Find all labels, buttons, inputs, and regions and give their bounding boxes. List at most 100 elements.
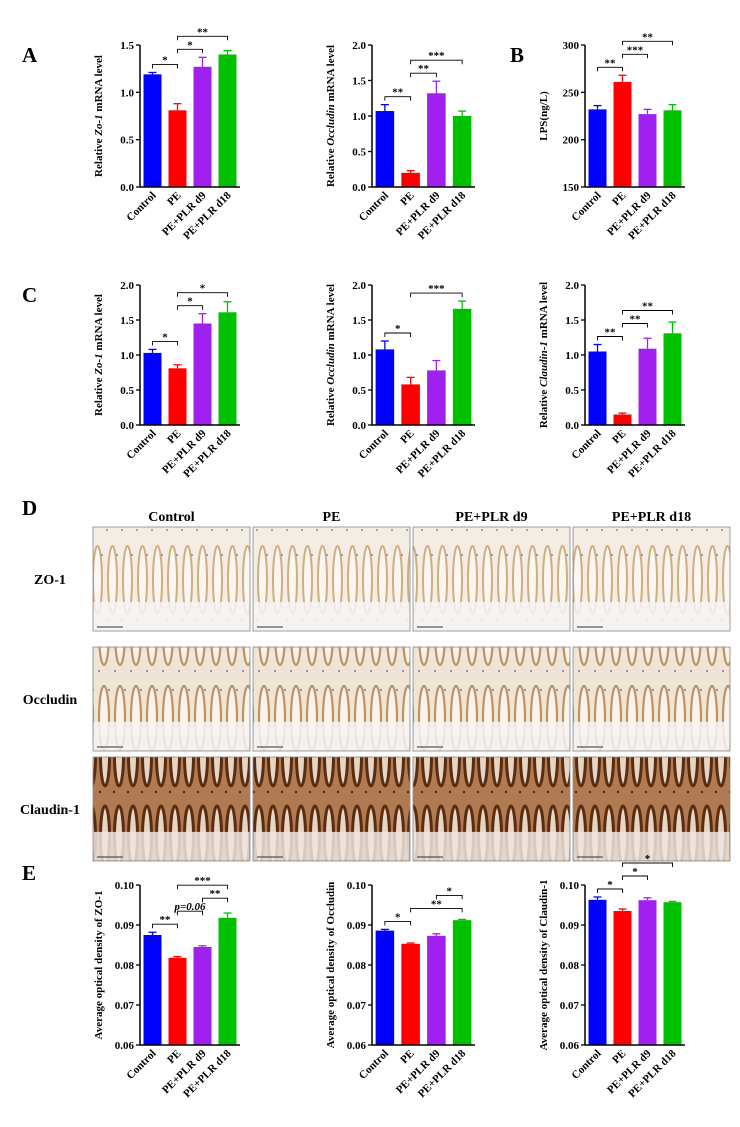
y-tick-label: 0.08: [115, 960, 135, 972]
column-header: Control: [148, 510, 195, 525]
bar: [427, 370, 446, 425]
significance-label: ***: [428, 50, 445, 62]
significance-bracket: [410, 907, 463, 913]
significance-label: **: [605, 327, 617, 339]
significance-label: **: [642, 31, 654, 43]
y-axis-label-part: LPS(ng/L): [538, 91, 550, 141]
submucosa: [413, 721, 570, 751]
y-tick-label: 0.10: [115, 880, 135, 892]
significance-label: ***: [428, 283, 445, 295]
y-tick-label: 0.06: [115, 1040, 135, 1052]
y-tick-label: 1.0: [120, 87, 134, 99]
y-tick-label: 150: [563, 182, 580, 194]
panel-letter: B: [510, 43, 524, 67]
y-tick-label: 200: [563, 135, 580, 147]
panel-letter: C: [22, 283, 37, 307]
panel-letter: E: [22, 861, 36, 885]
significance-label: *: [447, 885, 453, 897]
y-tick-label: 1.0: [352, 350, 366, 362]
x-tick-label: PE: [398, 190, 416, 208]
bar: [588, 899, 607, 1045]
y-axis-label-part: Relative: [93, 136, 105, 177]
significance-bracket: [152, 340, 178, 346]
y-tick-label: 250: [563, 87, 580, 99]
x-tick-label: PE: [610, 428, 628, 446]
y-tick-label: 1.5: [120, 315, 134, 327]
y-axis-label: Average optical density of Occludin: [325, 882, 337, 1049]
y-axis-label-part: Average optical density of ZO-1: [93, 891, 105, 1040]
y-tick-label: 0.06: [560, 1040, 580, 1052]
submucosa: [253, 721, 410, 751]
x-tick-label: Control: [357, 190, 391, 224]
bar: [401, 943, 420, 1045]
x-tick-label: Control: [357, 428, 391, 462]
significance-label: *: [187, 296, 193, 308]
chart: 0.06 0.07 0.08 0.09 0.10 Average optical dens…: [325, 880, 475, 1100]
chart: 0.0 0.5 1.0 1.5 2.0 Relative Occludin mRNA le…: [325, 280, 475, 480]
significance-bracket: [177, 292, 228, 297]
x-tick-label: Control: [124, 1048, 158, 1082]
y-tick-label: 0.0: [120, 182, 134, 194]
bar: [452, 920, 472, 1045]
y-axis-label-part: mRNA level: [325, 45, 337, 104]
bar: [401, 384, 420, 425]
y-tick-label: 0.0: [352, 420, 366, 432]
bar: [193, 947, 212, 1045]
bar: [588, 351, 607, 425]
bar: [218, 54, 237, 187]
y-axis-label-part: Claudin-1: [538, 341, 550, 387]
x-tick-label: PE: [398, 428, 416, 446]
y-axis-label: Average optical density of Claudin-1: [538, 880, 550, 1051]
y-axis-label: LPS(ng/L): [538, 91, 550, 141]
significance-bracket: [622, 875, 648, 880]
significance-bracket: [177, 35, 228, 41]
chart: 0.0 0.5 1.0 1.5 2.0 Relative Claudin-1 mRNA l…: [538, 280, 685, 480]
significance-bracket: [177, 305, 203, 310]
y-tick-label: 0.09: [560, 920, 580, 932]
x-tick-label: Control: [569, 428, 603, 462]
y-tick-label: 1.5: [565, 315, 579, 327]
y-tick-label: 0.5: [120, 385, 134, 397]
significance-label: **: [160, 914, 172, 926]
submucosa: [573, 721, 730, 751]
micrograph-grid: Control PE PE+PLR d9 PE+PLR d18 ZO-1 Occludin…: [20, 510, 731, 862]
submucosa: [253, 601, 410, 631]
y-tick-label: 1.5: [352, 76, 366, 88]
y-axis-label: Relative Zo-1 mRNA level: [93, 294, 105, 416]
bar: [401, 172, 420, 187]
x-tick-label: PE: [398, 1048, 416, 1066]
significance-label: *: [395, 911, 401, 923]
bar: [638, 348, 657, 425]
y-axis-label-part: mRNA level: [325, 284, 337, 343]
x-tick-label: PE: [165, 190, 183, 208]
x-tick-label: Control: [569, 1048, 603, 1082]
bar: [663, 110, 682, 187]
y-tick-label: 300: [563, 40, 580, 52]
x-tick-label: Control: [569, 190, 603, 224]
bar: [218, 312, 237, 425]
y-tick-label: 0.09: [115, 920, 135, 932]
y-tick-label: 2.0: [352, 40, 366, 52]
significance-label: **: [431, 898, 443, 910]
significance-bracket: [622, 323, 648, 328]
x-tick-label: PE: [610, 190, 628, 208]
y-axis-label-part: Relative: [325, 385, 337, 426]
y-axis-label-part: mRNA level: [93, 55, 105, 114]
submucosa: [413, 831, 570, 861]
bar: [375, 111, 395, 187]
bar: [452, 116, 472, 187]
bar: [168, 110, 187, 187]
bar: [193, 66, 212, 187]
y-tick-label: 0.5: [120, 135, 134, 147]
column-header: PE: [323, 510, 341, 525]
significance-bracket: [410, 292, 463, 298]
bar: [613, 414, 632, 425]
significance-label: *: [645, 853, 651, 865]
y-axis-label-part: mRNA level: [93, 294, 105, 353]
y-axis-label: Relative Claudin-1 mRNA level: [538, 282, 550, 428]
bar: [427, 935, 446, 1045]
significance-label: *: [395, 323, 401, 335]
y-axis-label-part: Occludin: [325, 343, 337, 385]
significance-label: *: [607, 879, 613, 891]
bar: [663, 333, 682, 425]
